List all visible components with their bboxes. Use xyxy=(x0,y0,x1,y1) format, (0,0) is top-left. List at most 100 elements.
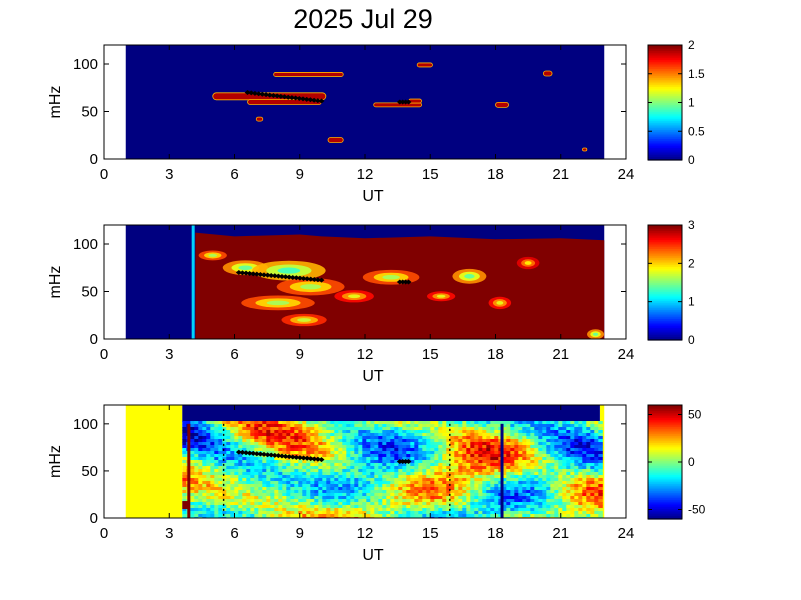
heatmap-cell xyxy=(346,466,351,470)
heatmap-cell xyxy=(486,439,491,443)
heatmap-cell xyxy=(490,502,495,506)
heatmap-cell xyxy=(218,439,223,443)
heatmap-cell xyxy=(194,436,199,440)
heatmap-cell xyxy=(558,502,563,506)
heatmap-cell xyxy=(398,478,403,482)
heatmap-cell xyxy=(478,427,483,431)
colorbar-segment xyxy=(648,147,682,150)
heatmap-cell xyxy=(378,484,383,488)
heatmap-cell xyxy=(250,478,255,482)
heatmap-cell xyxy=(266,451,271,455)
heatmap-cell xyxy=(418,481,423,485)
heatmap-cell xyxy=(598,427,603,431)
heatmap-cell xyxy=(382,511,387,515)
heatmap-cell xyxy=(494,499,499,503)
heatmap-feature xyxy=(592,332,599,336)
heatmap-cell xyxy=(594,430,599,434)
heatmap-cell xyxy=(274,511,279,515)
heatmap-cell xyxy=(222,436,227,440)
heatmap-cell xyxy=(526,484,531,488)
heatmap-cell xyxy=(378,454,383,458)
heatmap-cell xyxy=(246,454,251,458)
colorbar-segment xyxy=(648,406,682,410)
heatmap-cell xyxy=(390,457,395,461)
heatmap-cell xyxy=(454,445,459,449)
heatmap-cell xyxy=(370,490,375,494)
heatmap-cell xyxy=(194,502,199,506)
heatmap-cell xyxy=(514,430,519,434)
heatmap-cell xyxy=(226,421,231,425)
event-marker xyxy=(248,90,255,96)
heatmap-cell xyxy=(194,433,199,437)
heatmap-cell xyxy=(270,484,275,488)
heatmap-cell xyxy=(358,430,363,434)
heatmap-cell xyxy=(358,487,363,491)
heatmap-cell xyxy=(406,421,411,425)
heatmap-cell xyxy=(290,433,295,437)
heatmap-cell xyxy=(514,466,519,470)
colorbar-segment xyxy=(648,268,682,271)
heatmap-cell xyxy=(326,436,331,440)
heatmap-cell xyxy=(522,475,527,479)
heatmap-cell xyxy=(582,469,587,473)
heatmap-cell xyxy=(326,511,331,515)
heatmap-cell xyxy=(310,442,315,446)
heatmap-cell xyxy=(190,433,195,437)
heatmap-cell xyxy=(450,448,455,452)
heatmap-cell xyxy=(466,436,471,440)
heatmap-cell xyxy=(326,469,331,473)
heatmap-cell xyxy=(314,490,319,494)
heatmap-cell xyxy=(410,475,415,479)
heatmap-cell xyxy=(534,454,539,458)
heatmap-cell xyxy=(570,478,575,482)
heatmap-cell xyxy=(346,469,351,473)
heatmap-cell xyxy=(514,478,519,482)
heatmap-cell xyxy=(226,454,231,458)
heatmap-cell xyxy=(330,421,335,425)
heatmap-cell xyxy=(358,433,363,437)
heatmap-cell xyxy=(554,454,559,458)
colorbar-segment xyxy=(648,82,682,86)
heatmap-cell xyxy=(466,475,471,479)
heatmap-cell xyxy=(346,439,351,443)
heatmap-cell xyxy=(310,511,315,515)
heatmap-cell xyxy=(210,484,215,488)
heatmap-cell xyxy=(230,436,235,440)
heatmap-cell xyxy=(526,472,531,476)
heatmap-cell xyxy=(426,505,431,509)
heatmap-cell xyxy=(238,430,243,434)
heatmap-cell xyxy=(294,436,299,440)
heatmap-cell xyxy=(218,511,223,515)
heatmap-cell xyxy=(314,478,319,482)
heatmap-cell xyxy=(322,508,327,512)
heatmap-cell xyxy=(518,427,523,431)
heatmap-cell xyxy=(362,487,367,491)
heatmap-cell xyxy=(554,448,559,452)
heatmap-cell xyxy=(526,493,531,497)
heatmap-cell xyxy=(270,502,275,506)
heatmap-cell xyxy=(506,505,511,509)
heatmap-cell xyxy=(346,427,351,431)
colorbar-segment xyxy=(648,456,682,460)
heatmap-cell xyxy=(346,421,351,425)
heatmap-cell xyxy=(262,472,267,476)
heatmap-feature xyxy=(464,274,475,279)
x-tick-label: 15 xyxy=(422,346,439,363)
heatmap-cell xyxy=(382,478,387,482)
heatmap-cell xyxy=(518,439,523,443)
heatmap-cell xyxy=(270,460,275,464)
heatmap-cell xyxy=(406,433,411,437)
heatmap-cell xyxy=(550,484,555,488)
heatmap-cell xyxy=(394,460,399,464)
heatmap-cell xyxy=(214,499,219,503)
heatmap-cell xyxy=(330,469,335,473)
heatmap-cell xyxy=(458,463,463,467)
heatmap-cell xyxy=(310,514,315,518)
heatmap-cell xyxy=(322,442,327,446)
heatmap-cell xyxy=(346,445,351,449)
heatmap-cell xyxy=(582,442,587,446)
heatmap-cell xyxy=(390,421,395,425)
heatmap-cell xyxy=(430,424,435,428)
colorbar-segment xyxy=(648,228,682,231)
heatmap-cell xyxy=(438,505,443,509)
